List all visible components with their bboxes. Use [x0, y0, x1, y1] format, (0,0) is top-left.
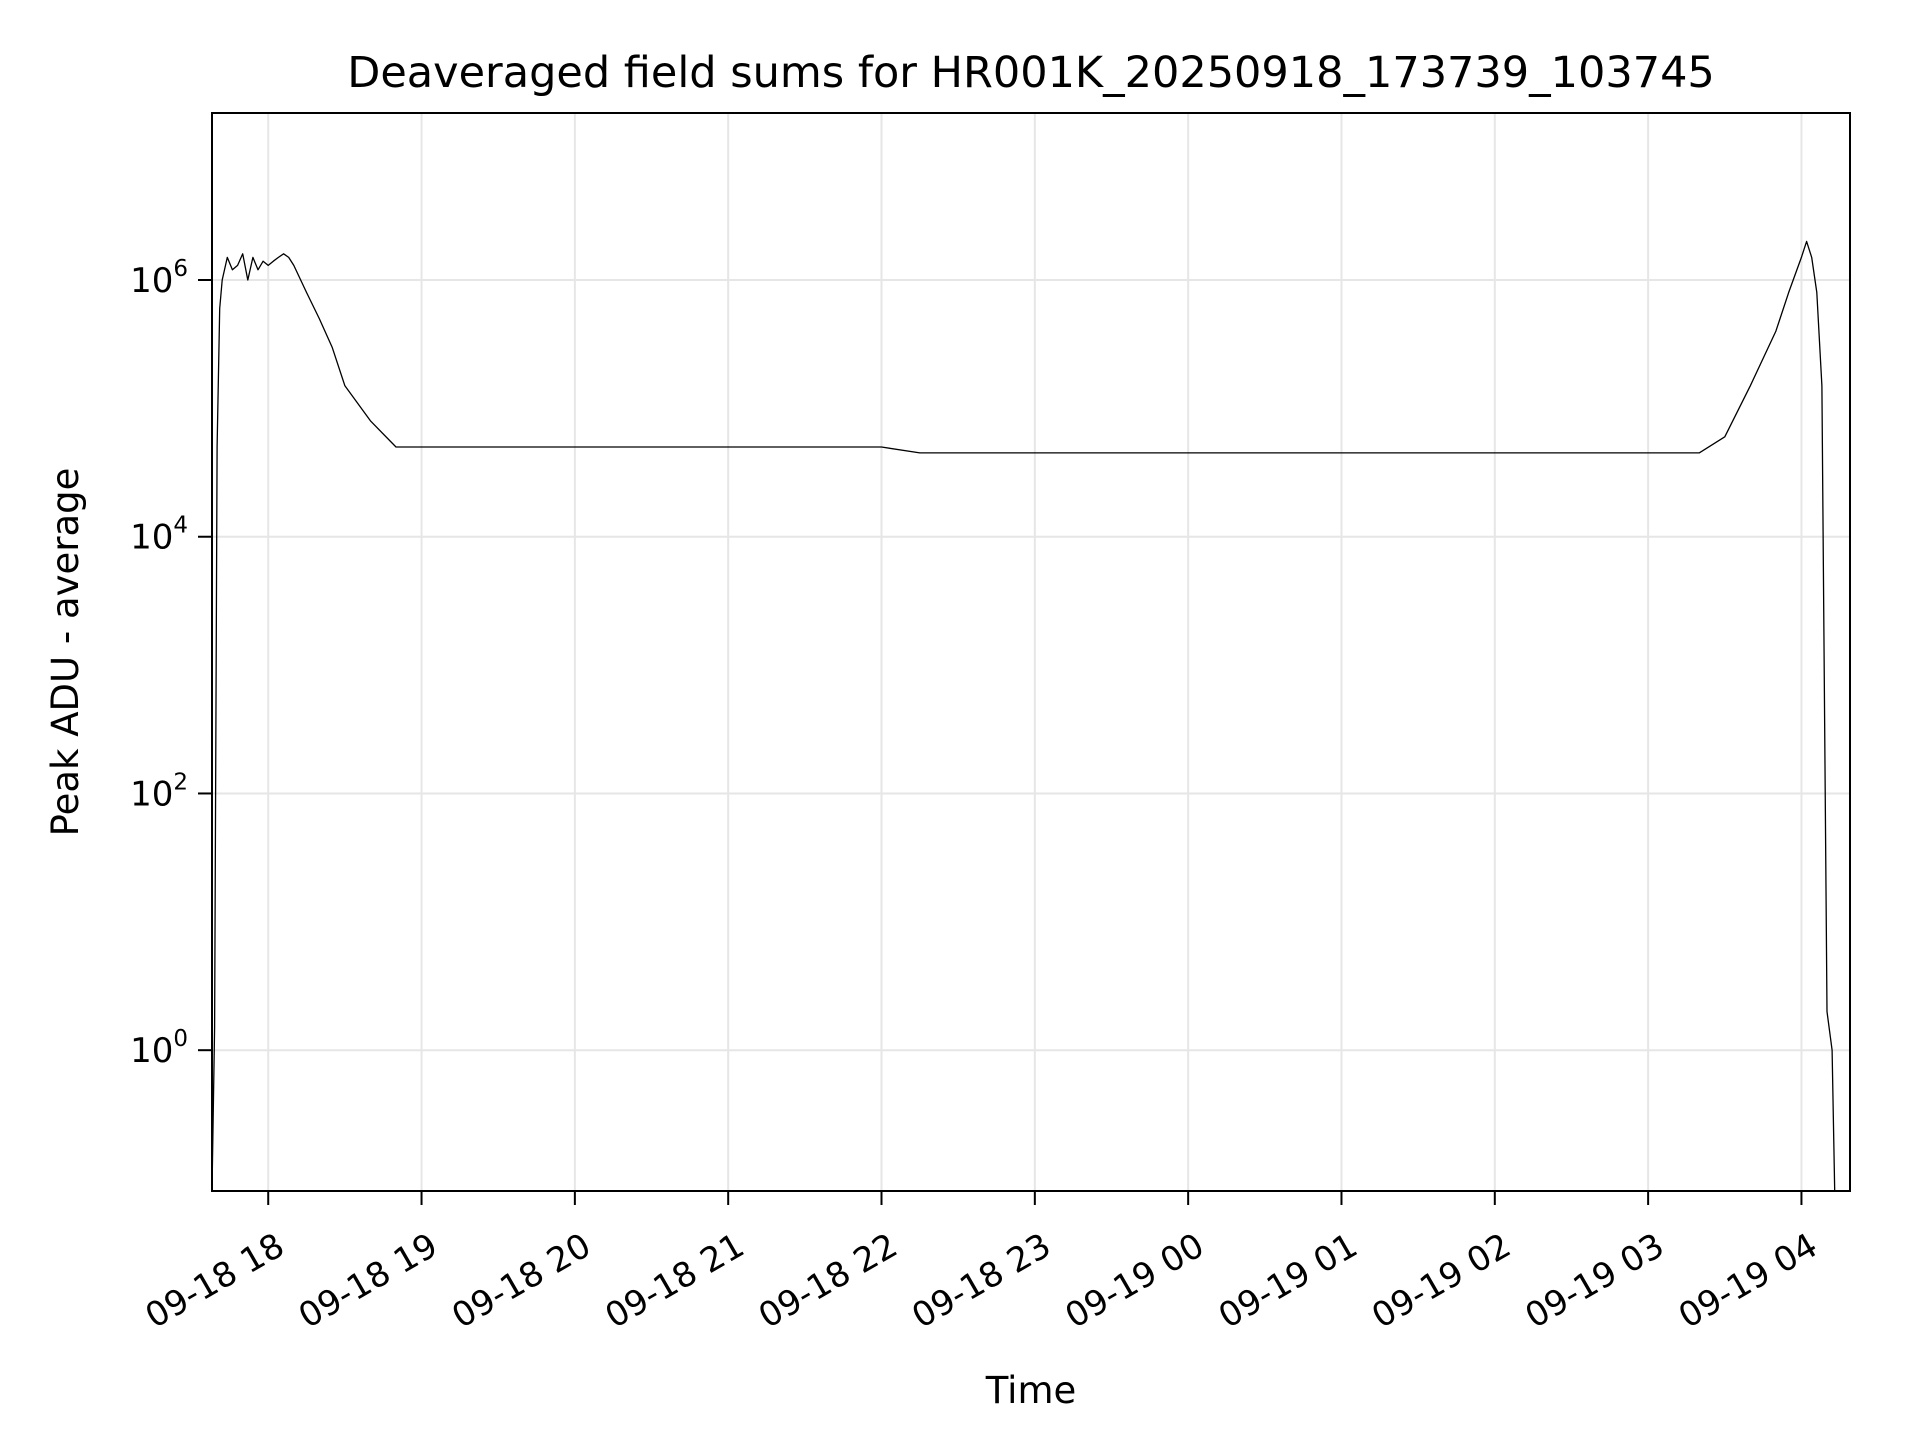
y-tick-label: 106 [130, 256, 188, 301]
x-tick-label: 09-18 18 [139, 1226, 291, 1337]
x-tick-label: 09-18 21 [599, 1226, 751, 1337]
grid-lines [212, 113, 1850, 1191]
x-tick-label: 09-18 23 [905, 1226, 1057, 1337]
chart-title: Deaveraged field sums for HR001K_2025091… [347, 48, 1715, 98]
x-tick-label: 09-18 20 [445, 1226, 597, 1337]
axes: 09-18 18 09-18 19 09-18 20 09-18 21 09-18 22… [130, 256, 1824, 1337]
x-tick-label: 09-19 01 [1212, 1226, 1364, 1337]
series-layer [211, 240, 1836, 1192]
y-tick-label: 100 [130, 1026, 188, 1071]
x-axis-label: Time [985, 1369, 1077, 1412]
x-tick-label: 09-18 22 [752, 1226, 904, 1337]
y-axis-label: Peak ADU - average [44, 468, 87, 837]
plot-area-frame [211, 112, 1851, 1192]
y-tick-label: 102 [130, 769, 188, 814]
x-tick-label: 09-19 02 [1365, 1226, 1517, 1337]
x-tick-label: 09-19 00 [1059, 1226, 1211, 1337]
series-line [211, 240, 1836, 1192]
x-tick-label: 09-19 04 [1672, 1226, 1824, 1337]
x-tick-label: 09-19 03 [1519, 1226, 1671, 1337]
x-tick-label: 09-18 19 [292, 1226, 444, 1337]
y-tick-label: 104 [130, 513, 188, 558]
